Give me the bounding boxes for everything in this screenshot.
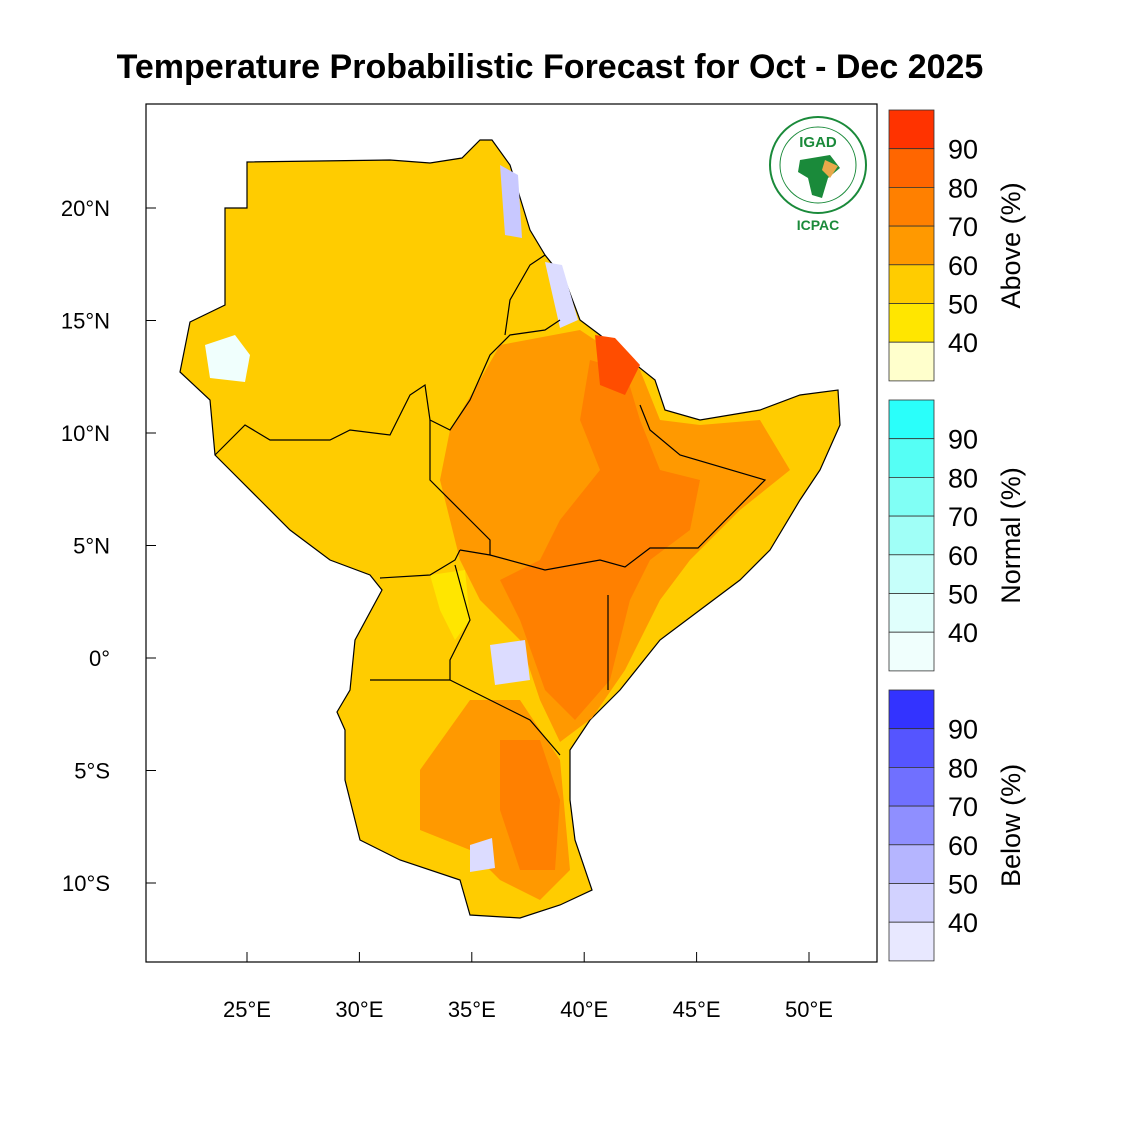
colorbar-tick-label: 80 — [948, 463, 978, 493]
colorbar-swatch — [888, 264, 935, 304]
logo-icpac-text: ICPAC — [797, 217, 840, 233]
colorbar-swatch — [888, 109, 935, 150]
below-40-50 — [545, 262, 578, 328]
colorbar-title: Above (%) — [996, 182, 1026, 308]
colorbar-swatch — [888, 631, 935, 672]
colorbar-tick-label: 70 — [948, 212, 978, 242]
colorbar-above: 90 80 70 60 50 40 Above (%) — [888, 109, 1026, 382]
colorbar-swatch — [888, 554, 935, 594]
lon-tick-label: 45°E — [673, 997, 721, 1022]
colorbar-tick-label: 90 — [948, 715, 978, 745]
colorbar-swatch — [888, 689, 935, 730]
lat-tick-label: 5°N — [73, 534, 110, 559]
colorbar-swatch — [888, 728, 935, 768]
igad-logo: IGAD ICPAC — [769, 116, 867, 233]
colorbar-normal: 90 80 70 60 50 40 Normal (%) — [888, 399, 1026, 672]
colorbar-tick-label: 60 — [948, 541, 978, 571]
colorbar-title: Normal (%) — [996, 467, 1026, 604]
lon-tick-label: 30°E — [335, 997, 383, 1022]
colorbar-tick-label: 40 — [948, 618, 978, 648]
colorbar-tick-label: 90 — [948, 425, 978, 455]
colorbar-swatch — [888, 593, 935, 633]
lat-tick-label: 0° — [89, 646, 110, 671]
colorbar-swatch — [888, 225, 935, 266]
colorbar-tick-label: 60 — [948, 831, 978, 861]
colorbar-tick-label: 70 — [948, 502, 978, 532]
colorbar-swatch — [888, 186, 935, 227]
colorbar-swatch — [888, 303, 935, 343]
colorbar-tick-label: 80 — [948, 753, 978, 783]
colorbar-tick-label: 40 — [948, 908, 978, 938]
below-50-60 — [500, 165, 522, 238]
lon-tick-label: 35°E — [448, 997, 496, 1022]
colorbar-swatch — [888, 476, 935, 517]
colorbar-tick-label: 50 — [948, 580, 978, 610]
lat-tick-label: 20°N — [61, 196, 110, 221]
colorbar-swatch — [888, 438, 935, 478]
fill-80-90 — [595, 335, 640, 395]
colorbar-swatch — [888, 148, 935, 188]
normal-low — [205, 335, 250, 382]
lat-tick-label: 10°S — [62, 871, 110, 896]
colorbar-tick-label: 50 — [948, 290, 978, 320]
land-region — [179, 139, 841, 919]
below-40-50-c — [470, 838, 495, 872]
colorbar-swatch — [888, 844, 935, 884]
lon-tick-label: 40°E — [560, 997, 608, 1022]
lat-tick-label: 5°S — [74, 759, 110, 784]
colorbar-swatch — [888, 399, 935, 440]
colorbar-tick-label: 50 — [948, 870, 978, 900]
colorbar-swatch — [888, 921, 935, 962]
lat-tick-label: 15°N — [61, 309, 110, 334]
colorbar-swatch — [888, 341, 935, 382]
colorbar-below: 90 80 70 60 50 40 Below (%) — [888, 689, 1026, 962]
colorbar-title: Below (%) — [996, 764, 1026, 887]
fill-40-50 — [430, 570, 470, 640]
map-title: Temperature Probabilistic Forecast for O… — [116, 48, 984, 86]
colorbar-swatch — [888, 883, 935, 923]
colorbar-tick-label: 40 — [948, 328, 978, 358]
colorbar-tick-label: 80 — [948, 173, 978, 203]
colorbar-swatch — [888, 515, 935, 556]
colorbar-swatch — [888, 805, 935, 846]
logo-igad-text: IGAD — [799, 134, 837, 151]
lon-tick-label: 50°E — [785, 997, 833, 1022]
lat-tick-label: 10°N — [61, 421, 110, 446]
below-40-50-b — [490, 640, 530, 685]
colorbar-tick-label: 60 — [948, 251, 978, 281]
colorbar-tick-label: 70 — [948, 792, 978, 822]
fill-70-80-south — [500, 740, 560, 870]
colorbar-tick-label: 90 — [948, 135, 978, 165]
lon-tick-label: 25°E — [223, 997, 271, 1022]
fill-70-80 — [500, 360, 700, 720]
country-borders — [214, 254, 767, 756]
colorbar-swatch — [888, 767, 935, 807]
